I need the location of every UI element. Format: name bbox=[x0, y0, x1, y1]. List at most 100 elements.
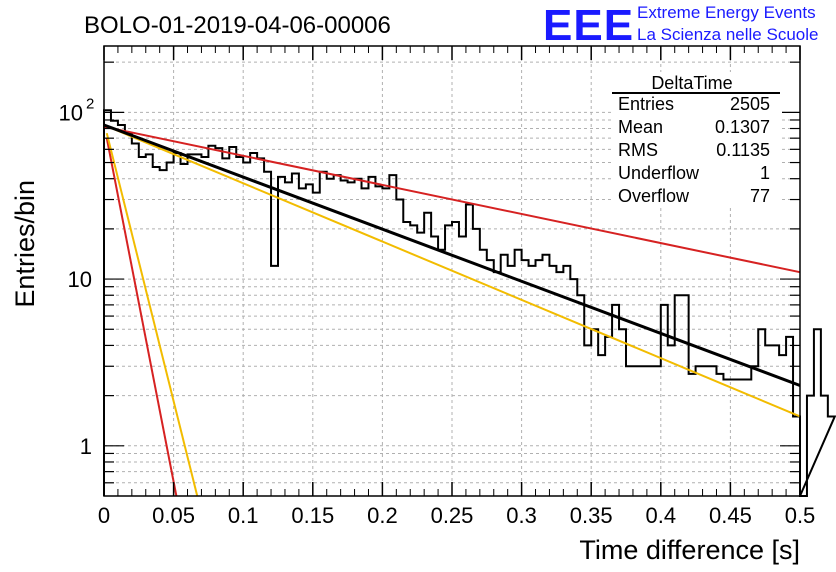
histogram-bin bbox=[807, 396, 814, 496]
stats-label-underflow: Underflow bbox=[618, 163, 700, 183]
histogram-bin bbox=[689, 374, 696, 496]
histogram-bin bbox=[201, 157, 208, 496]
fit-line bbox=[103, 123, 801, 387]
histogram-bin bbox=[710, 366, 717, 496]
histogram-bin bbox=[445, 225, 452, 496]
histogram-bin bbox=[125, 133, 132, 496]
y-tick-label: 10 bbox=[68, 267, 92, 292]
histogram-bin bbox=[271, 266, 278, 496]
y-tick-label: 1 bbox=[80, 434, 92, 459]
stats-box-bg bbox=[612, 72, 782, 207]
histogram-bin bbox=[320, 172, 327, 496]
histogram-bin bbox=[696, 366, 703, 496]
stats-value-entries: 2505 bbox=[730, 94, 770, 114]
histogram-bin bbox=[396, 200, 403, 496]
histogram-bin bbox=[633, 366, 640, 496]
histogram-bin bbox=[828, 416, 835, 496]
fit-curves bbox=[103, 123, 801, 497]
histogram-bin bbox=[208, 146, 215, 496]
histogram-bin bbox=[382, 188, 389, 496]
stats-box: DeltaTime Entries 2505 Mean 0.1307 RMS 0… bbox=[612, 72, 782, 207]
histogram-bin bbox=[584, 345, 591, 496]
histogram-bin bbox=[452, 222, 459, 496]
histogram-bin bbox=[285, 182, 292, 496]
x-axis-ticks: 0 0.05 0.1 0.15 0.2 0.25 0.3 0.35 0.4 0.45 0.5 bbox=[98, 46, 815, 528]
histogram-bin bbox=[355, 179, 362, 496]
y-tick-exponent: 2 bbox=[86, 95, 94, 112]
histogram-bin bbox=[424, 213, 431, 496]
histogram-bin bbox=[591, 329, 598, 496]
histogram-bin bbox=[410, 225, 417, 496]
histogram-bin bbox=[654, 366, 661, 496]
x-tick-label: 0.05 bbox=[152, 503, 195, 528]
histogram-bin bbox=[222, 158, 229, 496]
logo-line1: Extreme Energy Events bbox=[637, 3, 816, 22]
histogram-bin bbox=[744, 379, 751, 496]
histogram-bin bbox=[821, 396, 828, 496]
stats-value-rms: 0.1135 bbox=[716, 140, 770, 160]
histogram-bin bbox=[306, 184, 313, 496]
fit-line bbox=[103, 124, 801, 418]
histogram-bin bbox=[327, 179, 334, 496]
histogram-bin bbox=[375, 186, 382, 496]
histogram-bin bbox=[598, 355, 605, 496]
histogram-bin bbox=[466, 205, 473, 496]
histogram-bin bbox=[605, 337, 612, 496]
x-tick-label: 0.25 bbox=[431, 503, 474, 528]
histogram-bin bbox=[174, 153, 181, 496]
histogram-bin bbox=[703, 366, 710, 496]
histogram-bin bbox=[389, 175, 396, 496]
histogram-bin bbox=[619, 329, 626, 496]
x-tick-label: 0.45 bbox=[709, 503, 752, 528]
histogram-bin bbox=[570, 279, 577, 496]
histogram-bin bbox=[313, 193, 320, 496]
stats-label-mean: Mean bbox=[618, 117, 663, 137]
histogram-bin bbox=[814, 329, 821, 496]
histogram-bin bbox=[522, 260, 529, 496]
x-tick-label: 0.3 bbox=[506, 503, 537, 528]
histogram-bin bbox=[104, 110, 111, 496]
histogram-bin bbox=[264, 172, 271, 496]
y-tick-label: 10 bbox=[59, 100, 83, 125]
histogram-bin bbox=[508, 266, 515, 496]
histogram-bin bbox=[132, 144, 139, 496]
stats-title: DeltaTime bbox=[651, 73, 732, 93]
histogram-bin bbox=[487, 260, 494, 496]
histogram-bin bbox=[257, 158, 264, 496]
histogram-bin bbox=[793, 416, 800, 496]
logo-mark: EEE bbox=[543, 1, 634, 50]
histogram-bin bbox=[612, 305, 619, 496]
fit-line bbox=[105, 132, 199, 497]
fit-line bbox=[105, 137, 178, 497]
fit-line bbox=[103, 125, 801, 274]
histogram-bin bbox=[640, 366, 647, 496]
histogram-bin bbox=[292, 173, 299, 496]
histogram-bin bbox=[243, 163, 250, 496]
histogram-bin bbox=[529, 266, 536, 496]
x-tick-label: 0.35 bbox=[570, 503, 613, 528]
histogram-bin bbox=[723, 379, 730, 496]
histogram-bin bbox=[515, 250, 522, 496]
stats-label-entries: Entries bbox=[618, 94, 674, 114]
histogram-bin bbox=[675, 295, 682, 496]
histogram-bin bbox=[431, 237, 438, 496]
stats-value-mean: 0.1307 bbox=[715, 117, 770, 137]
histogram-bin bbox=[473, 229, 480, 496]
histogram-bin bbox=[536, 260, 543, 496]
histogram-bin bbox=[730, 379, 737, 496]
histogram-bin bbox=[417, 233, 424, 496]
histogram-bin bbox=[647, 366, 654, 496]
histogram-bin bbox=[160, 170, 167, 496]
stats-value-underflow: 1 bbox=[760, 163, 770, 183]
histogram-bars bbox=[103, 109, 836, 497]
histogram-bin bbox=[278, 177, 285, 496]
x-axis-label: Time difference [s] bbox=[579, 535, 800, 565]
histogram-bin bbox=[194, 154, 201, 496]
x-tick-label: 0.4 bbox=[646, 503, 677, 528]
histogram-outline bbox=[103, 109, 836, 497]
histogram-bin bbox=[494, 272, 501, 496]
x-tick-label: 0 bbox=[98, 503, 110, 528]
stats-value-overflow: 77 bbox=[750, 186, 770, 206]
